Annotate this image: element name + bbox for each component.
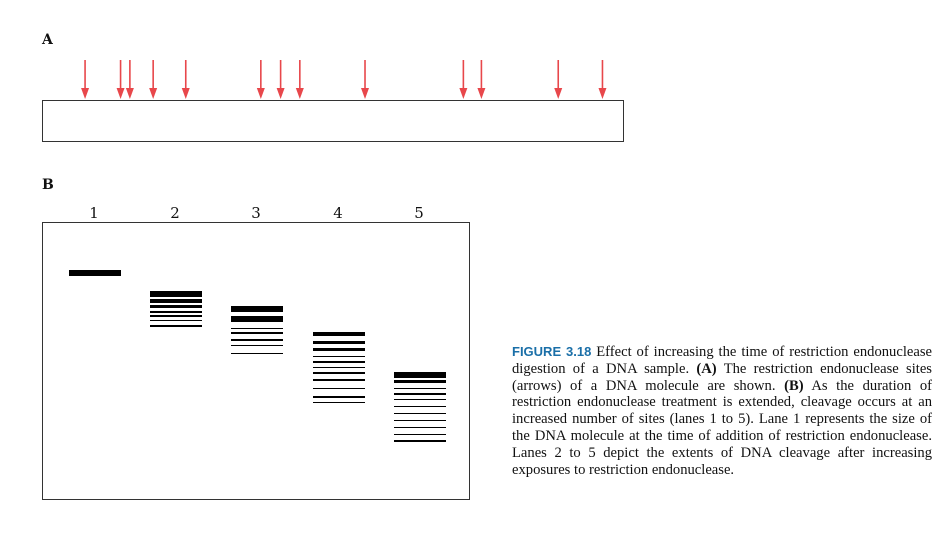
cleavage-arrow [459,60,468,99]
cleavage-arrow [256,60,265,99]
gel-band [150,315,202,317]
gel-band [313,355,365,358]
cleavage-arrow [125,60,134,99]
gel-band [313,379,365,381]
cleavage-arrow [598,60,607,99]
gel-band [313,387,365,390]
gel-band [394,393,446,395]
gel-band [150,299,202,303]
gel-band [150,311,202,313]
gel-band [150,319,202,322]
lane-number: 1 [89,204,99,222]
lane-number: 5 [414,204,424,222]
caption-bold-b: (B) [784,377,804,394]
gel-band [313,361,365,363]
gel-band [69,270,121,277]
gel-band [150,304,202,309]
gel-band [231,327,283,330]
panel-a-label: A [42,32,53,48]
gel-band [394,433,446,436]
gel-band [394,371,446,378]
gel-band [150,325,202,327]
gel-band [231,315,283,322]
gel-band [394,398,446,401]
gel-band [394,440,446,442]
dna-molecule [42,100,624,142]
cleavage-arrow [295,60,304,99]
gel-band [231,332,283,334]
caption-text-3: As the duration of restriction endonucle… [512,377,932,478]
panel-b-label: B [42,177,54,193]
gel-band [231,344,283,347]
lane-number: 3 [251,204,261,222]
cleavage-arrow [477,60,486,99]
caption-text-2: The restriction endonuclease sites (arro… [512,360,932,394]
cleavage-arrow [116,60,125,99]
gel-band [231,306,283,313]
cleavage-arrow [149,60,158,99]
lane-number: 2 [170,204,180,222]
gel-band [394,387,446,390]
cleavage-arrow [81,60,90,99]
gel-band [231,339,283,341]
cleavage-arrow [361,60,370,99]
caption-text-1: Effect of increasing the time of restric… [512,344,932,377]
cleavage-arrow [276,60,285,99]
cleavage-arrow [181,60,190,99]
figure-label: FIGURE 3.18 [512,344,592,359]
gel-band [394,379,446,384]
gel-band [394,405,446,408]
gel-band [150,290,202,297]
gel-band [313,401,365,404]
gel-band [231,352,283,355]
cleavage-arrow [554,60,563,99]
gel-band [313,372,365,374]
gel-band [313,332,365,336]
caption-bold-a: (A) [696,360,717,377]
gel-band [313,340,365,345]
lane-number: 4 [333,204,343,222]
gel-band [394,419,446,422]
gel-band [313,366,365,369]
gel [42,222,470,500]
gel-band [394,412,446,415]
gel-band [394,426,446,429]
gel-band [313,347,365,352]
figure-caption: FIGURE 3.18 Effect of increasing the tim… [512,344,932,478]
gel-band [313,396,365,398]
